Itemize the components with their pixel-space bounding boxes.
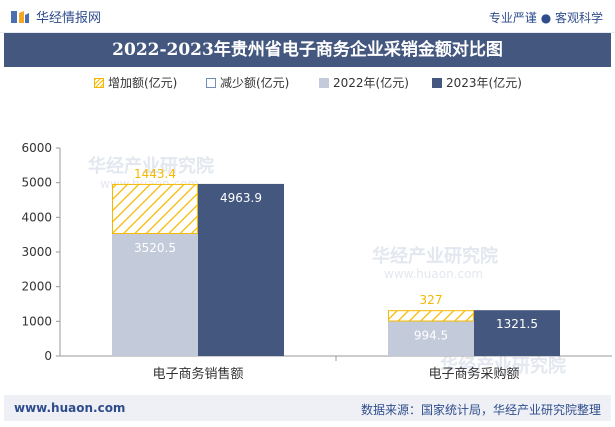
data-label-2023: 1321.5 [496, 317, 538, 331]
bar-2022 [112, 233, 198, 356]
bar-2023 [198, 183, 284, 356]
y-tick-label: 5000 [21, 176, 52, 190]
bar-increase [388, 310, 474, 322]
increase-swatch-icon [94, 77, 104, 88]
y2023-swatch-icon [432, 77, 442, 88]
chart-title: 2022-2023年贵州省电子商务企业采销金额对比图 [112, 40, 503, 60]
brand-name: 华经情报网 [36, 11, 102, 26]
bar-2022 [388, 321, 474, 356]
legend-label-2023: 2023年(亿元) [446, 76, 522, 90]
plot-area: 0 1000 2000 3000 4000 5000 6000 1443.4 3520.5 496… [21, 141, 612, 382]
data-label-increase: 327 [420, 293, 443, 307]
data-label-increase: 1443.4 [134, 167, 176, 181]
data-label-2022: 3520.5 [134, 241, 176, 255]
decrease-swatch-icon [206, 77, 216, 88]
legend-item-2023[interactable]: 2023年(亿元) [432, 74, 522, 91]
y-tick-label: 0 [44, 349, 52, 363]
brand[interactable]: 华经情报网 [10, 7, 101, 26]
watermark-text: 华经产业研究院 [88, 155, 214, 177]
legend-label-decrease: 减少额(亿元) [220, 76, 290, 90]
bar-chart: 华经产业研究院 www.huaon.com 华经产业研究院 www.huaon.… [21, 141, 612, 382]
watermark-text: 华经产业研究院 [372, 245, 498, 267]
y-tick-label: 3000 [21, 245, 52, 259]
y-tick-label: 6000 [21, 141, 52, 155]
data-label-2022: 994.5 [414, 329, 448, 343]
x-category-label: 电子商务销售额 [152, 366, 243, 382]
y-tick-label: 1000 [21, 314, 52, 328]
y2022-swatch-icon [319, 77, 329, 88]
legend-item-increase[interactable]: 增加额(亿元) [94, 74, 177, 91]
x-category-label: 电子商务采购额 [428, 366, 519, 382]
brand-logo-icon [11, 10, 29, 23]
top-bar: 华经情报网 专业严谨 ● 客观科学 [0, 0, 615, 33]
watermark-url: www.huaon.com [384, 267, 483, 281]
footer-website[interactable]: www.huaon.com [14, 401, 126, 415]
footer: www.huaon.com 数据来源：国家统计局，华经产业研究院整理 [4, 395, 611, 421]
slogan: 专业严谨 ● 客观科学 [488, 11, 603, 25]
legend-item-2022[interactable]: 2022年(亿元) [319, 74, 409, 91]
footer-source: 数据来源：国家统计局，华经产业研究院整理 [360, 403, 601, 417]
title-bar: 2022-2023年贵州省电子商务企业采销金额对比图 [4, 33, 611, 67]
watermark-text: 华经产业研究院 [440, 355, 566, 377]
legend-label-increase: 增加额(亿元) [108, 76, 178, 90]
y-tick-label: 2000 [21, 280, 52, 294]
bar-2023 [474, 310, 560, 356]
data-label-2023: 4963.9 [220, 191, 262, 205]
legend-item-decrease[interactable]: 减少额(亿元) [206, 74, 289, 91]
chart-legend: 增加额(亿元) 减少额(亿元) 2022年(亿元) 2023年(亿元) [0, 74, 615, 94]
bar-increase [112, 183, 198, 234]
watermark: 华经产业研究院 www.huaon.com 华经产业研究院 www.huaon.… [88, 155, 566, 377]
y-tick-label: 4000 [21, 210, 52, 224]
legend-label-2022: 2022年(亿元) [333, 76, 409, 90]
